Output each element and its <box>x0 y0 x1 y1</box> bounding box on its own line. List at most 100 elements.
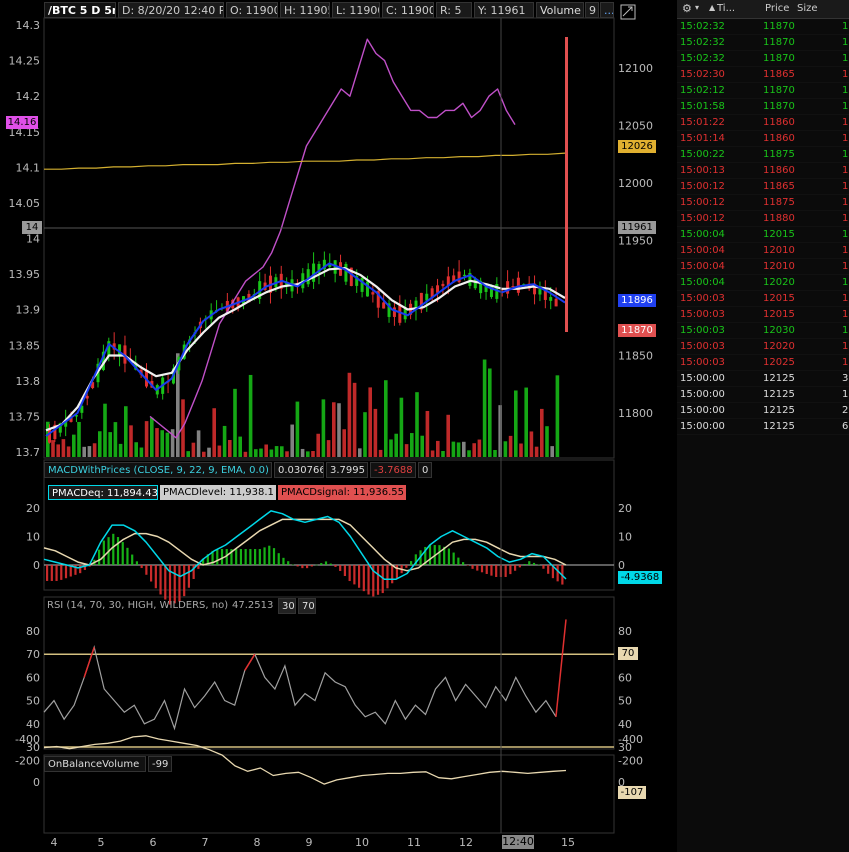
macd-right-label: -4.9368 <box>618 571 662 584</box>
sort-arrow-icon[interactable]: ▲ <box>709 3 716 12</box>
x-tick: 6 <box>150 836 157 849</box>
macd-histogram-bar <box>46 565 49 581</box>
rsi-study-label[interactable]: RSI (14, 70, 30, HIGH, WILDERS, no) <box>47 600 228 611</box>
trade-size: 6 <box>842 421 849 432</box>
y-tick-right: -200 <box>618 755 643 768</box>
time-and-sales-list[interactable]: 15:02:32 11870 1 15:02:32 11870 1 15:02:32 1187… <box>677 19 849 435</box>
table-row[interactable]: 15:00:22 11875 1 <box>677 147 849 163</box>
table-row[interactable]: 15:02:32 11870 1 <box>677 51 849 67</box>
table-row[interactable]: 15:00:04 12015 1 <box>677 227 849 243</box>
rsi-upper-band: 70 <box>298 598 316 614</box>
volume-bar <box>394 433 398 457</box>
volume-bar <box>446 414 450 457</box>
volume-bar <box>191 442 196 457</box>
volume-bar <box>274 446 279 457</box>
volume-bar <box>389 439 393 457</box>
candle-body <box>107 341 111 357</box>
y-tick-left: 30 <box>26 741 40 754</box>
y-tick-right: 20 <box>618 502 632 515</box>
more-button[interactable]: ... <box>600 2 614 18</box>
table-row[interactable]: 15:02:32 11870 1 <box>677 35 849 51</box>
y-tick-left: 70 <box>26 648 40 661</box>
table-row[interactable]: 15:00:13 11860 1 <box>677 163 849 179</box>
candle-body <box>446 276 450 286</box>
column-size-header[interactable]: Size <box>797 3 818 14</box>
volume-bar <box>410 433 414 457</box>
table-row[interactable]: 15:02:30 11865 1 <box>677 67 849 83</box>
trade-price: 12125 <box>763 421 795 432</box>
candle-body <box>53 424 57 440</box>
table-row[interactable]: 15:01:14 11860 1 <box>677 131 849 147</box>
trade-size: 1 <box>842 341 849 352</box>
candle-body <box>118 344 122 357</box>
trade-time: 15:00:00 <box>680 405 725 416</box>
table-row[interactable]: 15:01:58 11870 1 <box>677 99 849 115</box>
date-field: D: 8/20/20 12:40 PM <box>118 2 224 18</box>
table-row[interactable]: 15:02:12 11870 1 <box>677 83 849 99</box>
symbol-label[interactable]: /BTC 5 D 5m <box>44 2 116 18</box>
trade-time: 15:00:12 <box>680 181 725 192</box>
y-tick-left: -200 <box>15 755 40 768</box>
trade-price: 12010 <box>763 245 795 256</box>
macd-histogram-bar <box>339 565 342 571</box>
volume-bar <box>316 433 320 457</box>
table-row[interactable]: 15:00:03 12015 1 <box>677 307 849 323</box>
macd-histogram-bar <box>268 545 271 565</box>
table-row[interactable]: 15:00:04 12010 1 <box>677 243 849 259</box>
trade-size: 1 <box>842 213 849 224</box>
trade-price: 12015 <box>763 293 795 304</box>
macd-histogram-bar <box>277 553 280 565</box>
column-time-header[interactable]: Ti... <box>717 3 736 14</box>
volume-bar <box>399 397 404 457</box>
macd-histogram-bar <box>88 565 91 567</box>
table-row[interactable]: 15:00:04 12020 1 <box>677 275 849 291</box>
table-row[interactable]: 15:00:04 12010 1 <box>677 259 849 275</box>
volume-bar <box>155 428 159 457</box>
gear-icon[interactable]: ⚙ <box>682 2 692 15</box>
y-tick-left: -400 <box>15 733 40 746</box>
trade-size: 1 <box>842 181 849 192</box>
trade-time: 15:02:12 <box>680 85 725 96</box>
y-tick-left: 14.05 <box>9 197 41 210</box>
table-row[interactable]: 15:00:03 12015 1 <box>677 291 849 307</box>
table-row[interactable]: 15:00:00 12125 1 <box>677 387 849 403</box>
chevron-down-icon[interactable]: ▾ <box>695 3 700 12</box>
macd-histogram-bar <box>504 565 507 577</box>
macd-histogram-bar <box>239 549 243 565</box>
axis-ticks: 14.3 14.25 14.2 14.15 14.1 14.05 14 13.95 13.9 13… <box>9 19 654 849</box>
volume-bar <box>430 450 435 457</box>
y-tick-left: 10 <box>26 531 40 544</box>
obv-study-label[interactable]: OnBalanceVolume <box>44 756 146 772</box>
trade-size: 1 <box>842 357 849 368</box>
macd-study-label[interactable]: MACDWithPrices (CLOSE, 9, 22, 9, EMA, 0.… <box>44 462 272 478</box>
y-tick-left: 13.85 <box>9 339 41 352</box>
macd-histogram-bar <box>145 565 148 575</box>
volume-bar <box>248 374 253 457</box>
macd-legend: PMACDeq: 11,894.43 PMACDlevel: 11,938.1 … <box>48 485 608 500</box>
table-row[interactable]: 15:00:12 11875 1 <box>677 195 849 211</box>
volume-bar <box>555 375 560 457</box>
table-row[interactable]: 15:00:00 12125 2 <box>677 403 849 419</box>
macd-histogram-bar <box>272 548 276 565</box>
candle-body <box>489 285 493 297</box>
table-row[interactable]: 15:00:12 11865 1 <box>677 179 849 195</box>
table-row[interactable]: 15:00:03 12025 1 <box>677 355 849 371</box>
expand-icon[interactable] <box>620 4 636 20</box>
macd-histogram-bar <box>249 549 252 565</box>
macd-histogram-bar <box>329 563 332 565</box>
volume-bar <box>170 429 175 457</box>
table-row[interactable]: 15:00:00 12125 3 <box>677 371 849 387</box>
table-row[interactable]: 15:00:03 12020 1 <box>677 339 849 355</box>
volume-bar <box>118 443 123 457</box>
volume-bar <box>436 440 440 457</box>
column-price-header[interactable]: Price <box>765 3 790 14</box>
table-row[interactable]: 15:00:00 12125 6 <box>677 419 849 435</box>
crosshair-time-label: 12:40 <box>502 835 534 849</box>
trade-price: 12125 <box>763 405 795 416</box>
macd-histogram-bar <box>457 557 460 565</box>
table-row[interactable]: 15:00:12 11880 1 <box>677 211 849 227</box>
table-row[interactable]: 15:00:03 12030 1 <box>677 323 849 339</box>
chart-area[interactable]: 14.3 14.25 14.2 14.15 14.1 14.05 14 13.95 13.9 13… <box>0 0 677 852</box>
table-row[interactable]: 15:01:22 11860 1 <box>677 115 849 131</box>
table-row[interactable]: 15:02:32 11870 1 <box>677 19 849 35</box>
